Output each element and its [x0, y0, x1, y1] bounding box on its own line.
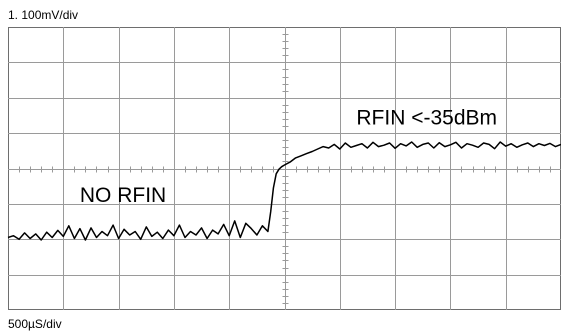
graticule: [8, 27, 561, 310]
trace-layer: [7, 141, 561, 241]
annotation-label: NO RFIN: [80, 184, 166, 207]
annotation-layer: NO RFIN RFIN <-35dBm: [80, 106, 497, 207]
signal-trace: [7, 141, 561, 241]
annotation-label: RFIN <-35dBm: [356, 106, 497, 129]
timebase-scale-label: 500µS/div: [8, 317, 62, 331]
channel-scale-label: 1. 100mV/div: [8, 8, 79, 22]
